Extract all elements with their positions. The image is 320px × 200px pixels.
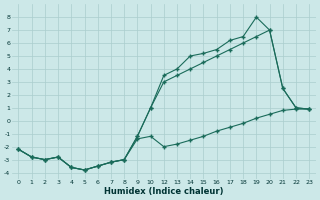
X-axis label: Humidex (Indice chaleur): Humidex (Indice chaleur) [104,187,224,196]
